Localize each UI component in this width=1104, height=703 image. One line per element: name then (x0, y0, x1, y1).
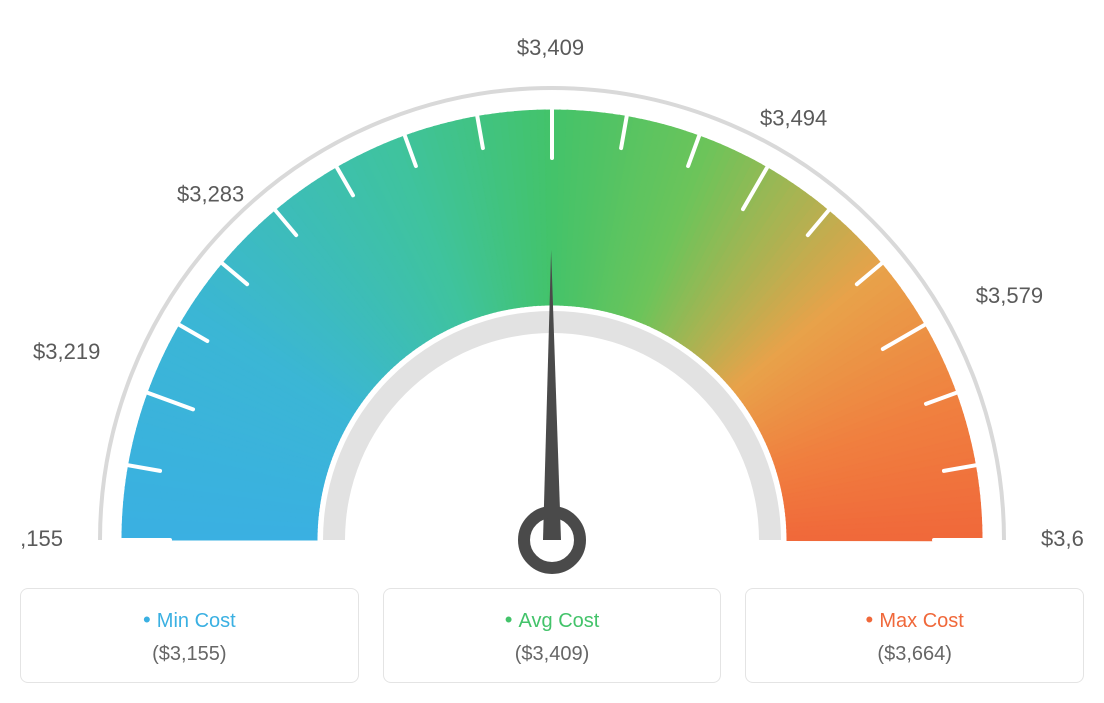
gauge-tick-label: $3,409 (517, 35, 584, 60)
gauge-svg: $3,155 $3,219 $3,283 $3,409 $3,494 $3,579 $3,6… (20, 20, 1084, 580)
gauge-tick-label: $3,494 (760, 105, 827, 130)
legend-card-max: Max Cost ($3,664) (745, 588, 1084, 683)
gauge-tick-label: $3,664 (1041, 526, 1084, 551)
legend-row: Min Cost ($3,155) Avg Cost ($3,409) Max … (20, 588, 1084, 683)
gauge-tick-label: $3,579 (976, 283, 1043, 308)
legend-value-max: ($3,664) (758, 643, 1071, 666)
gauge-tick-label: $3,283 (177, 181, 244, 206)
legend-card-avg: Avg Cost ($3,409) (383, 588, 722, 683)
legend-value-avg: ($3,409) (396, 643, 709, 666)
gauge-tick-label: $3,219 (33, 339, 100, 364)
cost-gauge: $3,155 $3,219 $3,283 $3,409 $3,494 $3,579 $3,6… (20, 20, 1084, 580)
legend-card-min: Min Cost ($3,155) (20, 588, 359, 683)
legend-title-min: Min Cost (33, 607, 346, 633)
legend-title-avg: Avg Cost (396, 607, 709, 633)
gauge-tick-label: $3,155 (20, 526, 63, 551)
legend-value-min: ($3,155) (33, 643, 346, 666)
legend-title-max: Max Cost (758, 607, 1071, 633)
